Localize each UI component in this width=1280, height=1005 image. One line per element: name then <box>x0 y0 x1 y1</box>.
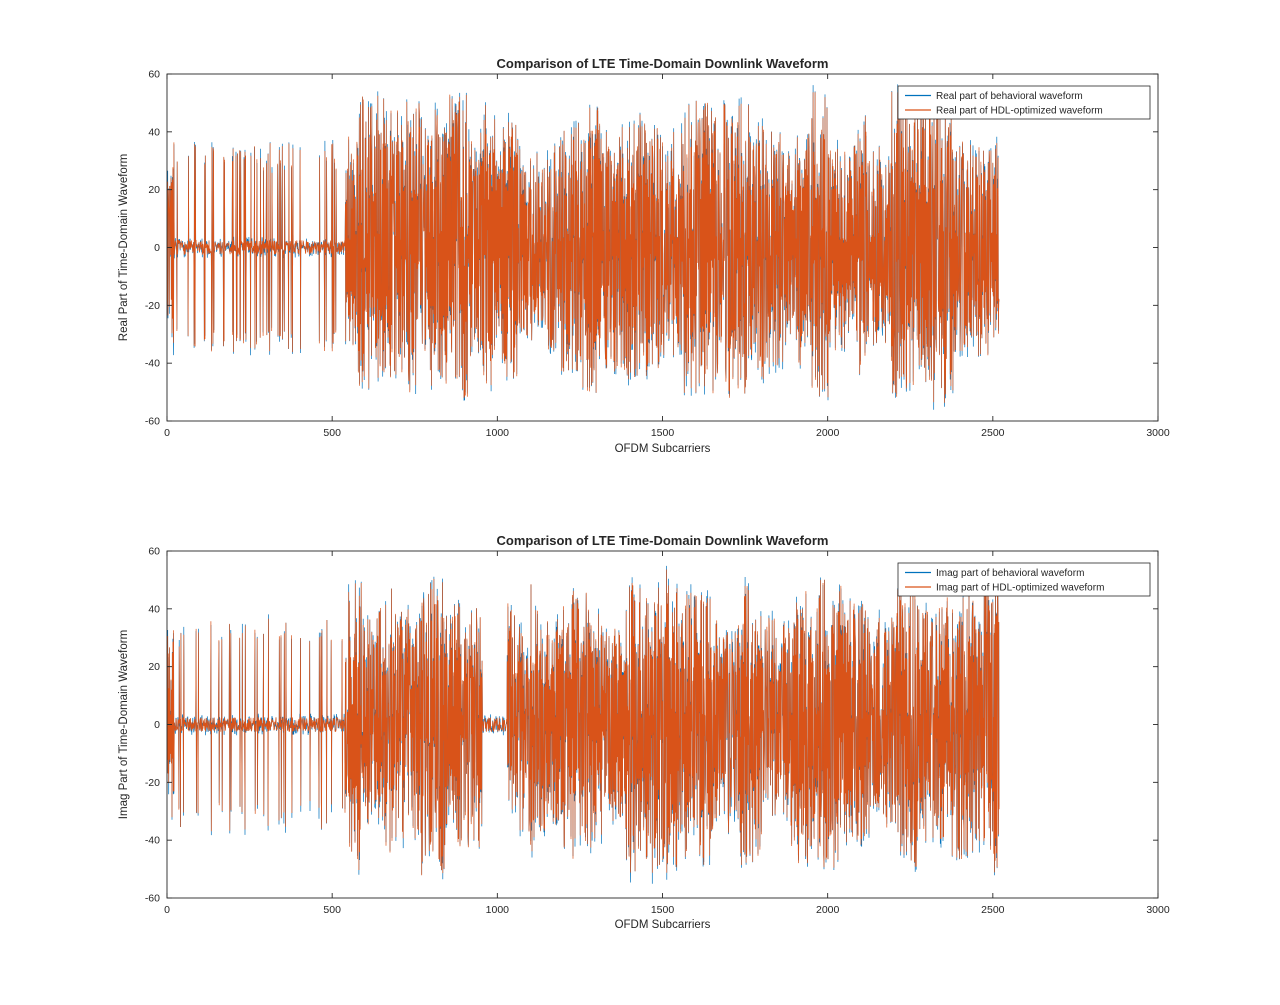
y-tick-label: -20 <box>145 300 160 312</box>
legend: Imag part of behavioral waveform Imag par… <box>897 562 1151 597</box>
x-tick-label: 2000 <box>816 904 840 916</box>
x-tick-label: 2000 <box>816 427 840 439</box>
y-tick-label: 0 <box>154 242 160 254</box>
waveform-area <box>167 84 1000 410</box>
legend-label: Real part of HDL-optimized waveform <box>936 106 1103 117</box>
legend-box <box>897 85 1151 120</box>
ticks <box>166 550 1159 899</box>
x-tick-label: 500 <box>323 904 341 916</box>
x-tick-label: 1000 <box>486 427 510 439</box>
y-tick-label: 40 <box>148 603 160 615</box>
legend-label: Real part of behavioral waveform <box>936 91 1083 102</box>
x-tick-label: 0 <box>164 904 170 916</box>
hdl-optimized-waveform-line <box>167 89 1000 403</box>
y-axis-label: Real Part of Time-Domain Waveform <box>118 154 130 341</box>
x-tick-label: 3000 <box>1146 904 1170 916</box>
legend: Real part of behavioral waveform Real par… <box>897 85 1151 120</box>
real-part-plot: 0 500 1000 1500 2000 2500 3000 -60 -40 -20 0 20 40 60… <box>118 56 1170 455</box>
y-axis-label: Imag Part of Time-Domain Waveform <box>118 630 130 819</box>
x-tick-label: 500 <box>323 427 341 439</box>
y-tick-label: 60 <box>148 546 160 558</box>
plot-title: Comparison of LTE Time-Domain Downlink W… <box>496 533 828 548</box>
ticks <box>166 73 1159 422</box>
hdl-optimized-waveform-line <box>167 569 1000 876</box>
legend-label: Imag part of HDL-optimized waveform <box>936 583 1104 594</box>
y-tick-label: -40 <box>145 358 160 370</box>
legend-label: Imag part of behavioral waveform <box>936 568 1084 579</box>
imag-part-plot: 0 500 1000 1500 2000 2500 3000 -60 -40 -20 0 20 40 60… <box>118 533 1170 931</box>
y-tick-label: -20 <box>145 777 160 789</box>
x-tick-label: 0 <box>164 427 170 439</box>
waveform-area <box>167 565 1000 884</box>
x-axis-label: OFDM Subcarriers <box>615 919 711 931</box>
plot-title: Comparison of LTE Time-Domain Downlink W… <box>496 56 828 71</box>
x-axis-label: OFDM Subcarriers <box>615 443 711 455</box>
x-tick-label: 3000 <box>1146 427 1170 439</box>
y-tick-label: -60 <box>145 893 160 905</box>
y-tick-label: 20 <box>148 184 160 196</box>
x-tick-label: 2500 <box>981 427 1005 439</box>
y-tick-label: 40 <box>148 126 160 138</box>
y-tick-label: 60 <box>148 69 160 81</box>
y-tick-label: -40 <box>145 835 160 847</box>
x-tick-label: 1000 <box>486 904 510 916</box>
x-tick-label: 1500 <box>651 427 675 439</box>
y-tick-label: 0 <box>154 719 160 731</box>
legend-box <box>897 562 1151 597</box>
x-tick-label: 1500 <box>651 904 675 916</box>
x-tick-label: 2500 <box>981 904 1005 916</box>
y-tick-label: -60 <box>145 416 160 428</box>
y-tick-label: 20 <box>148 661 160 673</box>
